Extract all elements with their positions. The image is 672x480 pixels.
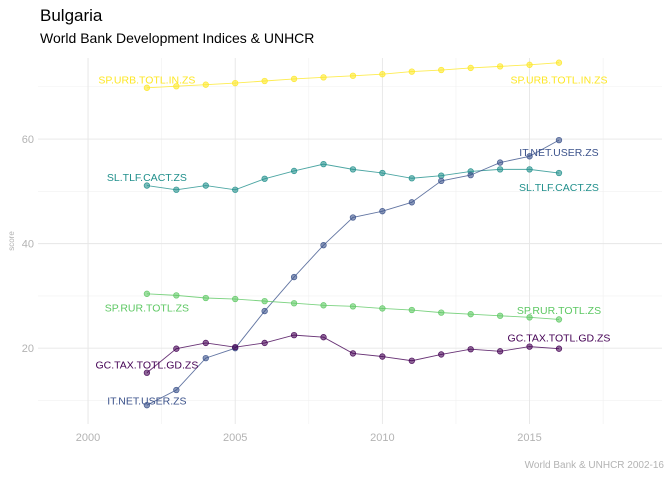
data-point xyxy=(261,297,268,305)
data-point xyxy=(173,186,180,193)
chart-title: Bulgaria xyxy=(40,6,103,25)
series-label: IT.NET.USER.ZS xyxy=(107,395,186,407)
y-tick-label: 60 xyxy=(22,134,34,146)
data-point xyxy=(496,166,504,173)
data-point xyxy=(173,386,180,394)
data-point xyxy=(290,300,298,307)
series-label: GC.TAX.TOTL.GD.ZS xyxy=(95,359,198,371)
data-point xyxy=(467,346,474,353)
data-point xyxy=(290,273,298,281)
data-point xyxy=(349,214,357,221)
series-label: SP.URB.TOTL.IN.ZS xyxy=(98,74,195,86)
x-tick-label: 2005 xyxy=(223,432,247,444)
data-point xyxy=(438,309,445,316)
data-point xyxy=(173,83,180,90)
data-point xyxy=(379,305,386,312)
data-point xyxy=(143,290,151,297)
data-point xyxy=(320,302,327,309)
data-point xyxy=(349,303,357,310)
data-point xyxy=(438,177,445,185)
data-point xyxy=(555,316,563,323)
data-point xyxy=(496,348,504,355)
data-point xyxy=(202,81,209,88)
data-point xyxy=(555,169,563,177)
data-point xyxy=(202,339,209,347)
data-point xyxy=(526,166,533,173)
data-point xyxy=(143,402,151,409)
series-layer xyxy=(143,59,563,409)
data-point xyxy=(496,159,504,166)
axes: 2000 2005 2010 2015 20 40 60 score xyxy=(7,134,542,444)
data-point xyxy=(555,59,563,66)
data-point xyxy=(143,84,151,91)
data-point xyxy=(349,350,357,357)
data-point xyxy=(232,343,239,351)
data-point xyxy=(379,353,386,360)
data-point xyxy=(438,66,445,74)
data-point xyxy=(526,61,533,68)
data-point xyxy=(232,186,239,193)
data-point xyxy=(555,136,563,144)
data-point xyxy=(438,351,445,358)
data-point xyxy=(261,307,268,315)
series-label: IT.NET.USER.ZS xyxy=(519,147,598,159)
data-point xyxy=(173,345,180,352)
data-point xyxy=(261,175,268,182)
data-point xyxy=(143,182,151,189)
data-point xyxy=(232,79,239,87)
data-point xyxy=(202,294,209,302)
data-point xyxy=(379,208,386,215)
data-point xyxy=(261,339,268,347)
x-tick-label: 2010 xyxy=(370,432,394,444)
data-point xyxy=(438,172,445,179)
y-axis-title: score xyxy=(7,231,16,251)
series-labels: SP.URB.TOTL.IN.ZS SP.URB.TOTL.IN.ZS SL.TLF… xyxy=(95,74,610,407)
data-point xyxy=(379,169,386,177)
data-point xyxy=(320,74,327,81)
data-point xyxy=(408,357,415,364)
series-label: SP.URB.TOTL.IN.ZS xyxy=(510,74,607,86)
series-label: SP.RUR.TOTL.ZS xyxy=(105,302,189,314)
data-point xyxy=(320,242,327,249)
x-tick-label: 2015 xyxy=(517,432,541,444)
y-tick-label: 20 xyxy=(22,343,34,355)
data-point xyxy=(232,295,239,303)
y-tick-label: 40 xyxy=(22,239,34,251)
data-point xyxy=(467,64,474,72)
data-point xyxy=(526,153,533,160)
data-point xyxy=(202,354,209,362)
data-point xyxy=(496,63,504,70)
data-point xyxy=(349,72,357,79)
data-point xyxy=(408,175,415,182)
chart-subtitle: World Bank Development Indices & UNHCR xyxy=(40,30,315,46)
series-label: SL.TLF.CACT.ZS xyxy=(107,172,187,184)
data-point xyxy=(379,71,386,78)
data-point xyxy=(526,314,533,321)
data-point xyxy=(290,331,298,339)
data-point xyxy=(173,292,180,299)
data-point xyxy=(408,199,415,206)
chart-caption: World Bank & UNHCR 2002-16 xyxy=(524,460,664,471)
data-point xyxy=(408,306,415,314)
data-point xyxy=(526,343,533,350)
series-line xyxy=(146,139,560,406)
series-label: SL.TLF.CACT.ZS xyxy=(519,182,599,194)
data-point xyxy=(467,171,474,179)
data-point xyxy=(143,369,151,376)
data-point xyxy=(349,166,357,173)
data-point xyxy=(320,334,327,341)
data-point xyxy=(467,311,474,318)
x-tick-label: 2000 xyxy=(76,432,100,444)
data-point xyxy=(290,75,298,83)
data-point xyxy=(261,77,268,85)
series-label: SP.RUR.TOTL.ZS xyxy=(517,305,601,317)
data-point xyxy=(320,160,327,168)
series-label: GC.TAX.TOTL.GD.ZS xyxy=(508,333,611,345)
data-point xyxy=(496,312,504,319)
data-point xyxy=(555,345,563,352)
data-point xyxy=(202,182,209,189)
data-point xyxy=(408,68,415,75)
data-point xyxy=(290,167,298,175)
